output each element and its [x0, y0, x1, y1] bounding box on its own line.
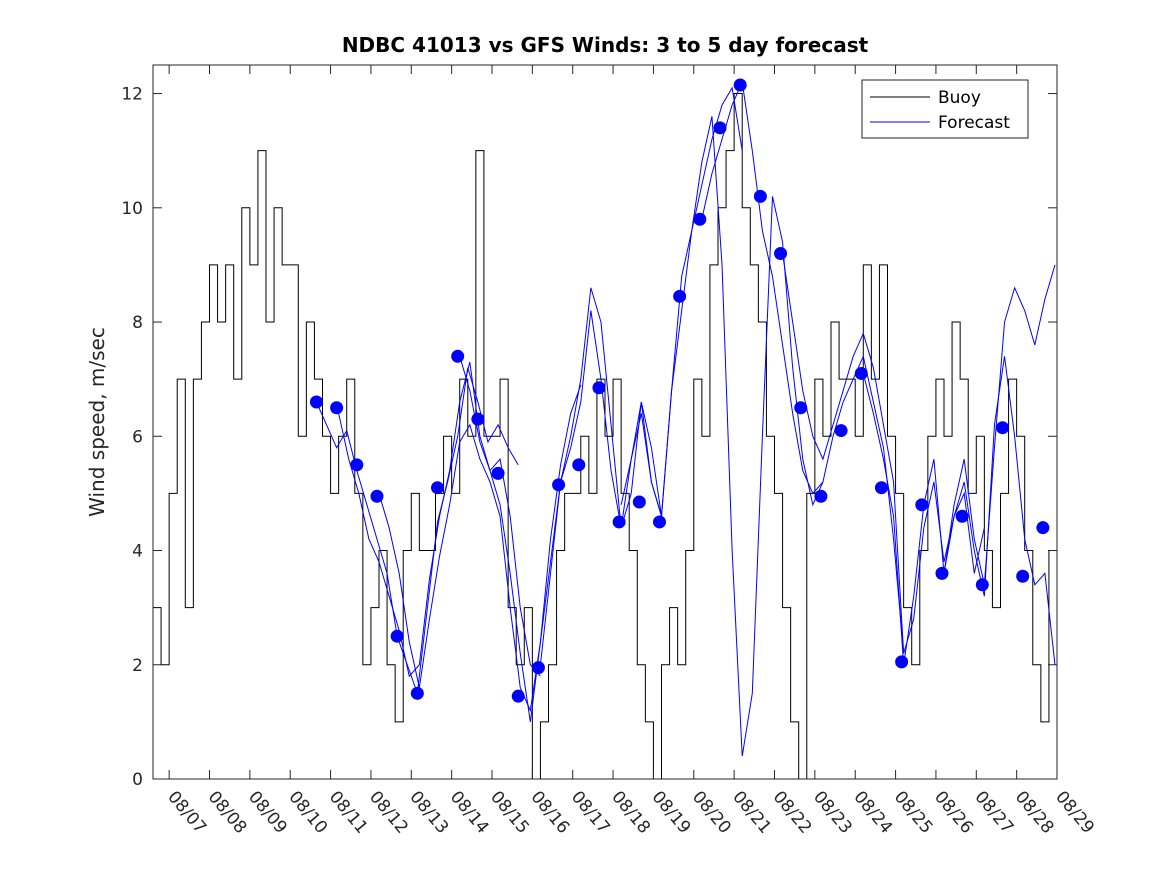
- forecast-marker: [592, 381, 606, 395]
- forecast-marker: [713, 121, 727, 135]
- forecast-marker: [794, 401, 808, 415]
- forecast-marker: [511, 689, 525, 703]
- x-tick-label: 08/18: [607, 787, 654, 837]
- forecast-marker: [410, 686, 424, 700]
- y-tick-label: 4: [132, 542, 143, 562]
- x-tick-label: 08/07: [163, 787, 210, 837]
- forecast-marker: [552, 478, 566, 492]
- forecast-marker: [996, 421, 1010, 435]
- x-tick-label: 08/12: [365, 787, 412, 837]
- forecast-marker: [874, 481, 888, 495]
- forecast-line: [862, 264, 1056, 665]
- forecast-marker: [350, 458, 364, 472]
- x-tick-label: 08/19: [648, 787, 695, 837]
- x-tick-label: 08/26: [930, 787, 977, 837]
- forecast-line: [378, 384, 582, 713]
- forecast-marker: [814, 489, 828, 503]
- forecast-marker: [572, 458, 586, 472]
- forecast-line: [943, 356, 1056, 665]
- forecast-marker: [431, 481, 445, 495]
- buoy-line: [153, 93, 1058, 780]
- x-tick-label: 08/13: [405, 787, 452, 837]
- x-tick-label: 08/29: [1051, 787, 1098, 837]
- forecast-marker: [330, 401, 344, 415]
- forecast-marker: [935, 566, 949, 580]
- x-tick-label: 08/09: [244, 787, 291, 837]
- forecast-marker: [673, 289, 687, 303]
- forecast-marker: [854, 366, 868, 380]
- forecast-line: [782, 253, 985, 654]
- x-tick-label: 08/23: [809, 787, 856, 837]
- x-tick-label: 08/25: [890, 787, 937, 837]
- legend-forecast-label: Forecast: [938, 113, 1010, 133]
- forecast-line: [701, 80, 905, 654]
- legend: Buoy Forecast: [861, 79, 1029, 139]
- legend-box: [861, 79, 1029, 139]
- x-tick-label: 08/28: [1011, 787, 1058, 837]
- forecast-marker: [309, 395, 323, 409]
- forecast-marker: [1036, 521, 1050, 535]
- forecast-marker: [632, 495, 646, 509]
- x-tick-label: 08/22: [769, 787, 816, 837]
- forecast-marker: [652, 515, 666, 529]
- forecast-marker: [390, 629, 404, 643]
- legend-buoy-label: Buoy: [938, 88, 981, 108]
- y-tick-label: 12: [121, 85, 143, 105]
- y-axis: 0 2 4 6 8 10 12: [121, 85, 1057, 790]
- forecast-marker: [774, 246, 788, 260]
- forecast-marker: [693, 212, 707, 226]
- forecast-marker: [733, 78, 747, 92]
- forecast-marker: [915, 498, 929, 512]
- forecast-marker: [895, 655, 909, 669]
- x-tick-label: 08/11: [325, 787, 372, 837]
- y-tick-label: 6: [132, 427, 143, 447]
- forecast-marker: [370, 489, 384, 503]
- forecast-marker: [471, 412, 485, 426]
- buoy-series: [153, 93, 1058, 780]
- y-tick-label: 10: [121, 199, 143, 219]
- x-tick-label: 08/20: [688, 787, 735, 837]
- y-axis-label: Wind speed, m/sec: [85, 327, 109, 517]
- forecast-line: [620, 116, 824, 757]
- forecast-marker: [975, 578, 989, 592]
- x-tick-label: 08/24: [849, 787, 896, 837]
- y-tick-label: 0: [132, 770, 143, 790]
- forecast-marker: [1016, 569, 1030, 583]
- forecast-marker: [612, 515, 626, 529]
- x-tick-label: 08/16: [527, 787, 574, 837]
- plot-frame: [152, 64, 1058, 780]
- chart-title: NDBC 41013 vs GFS Winds: 3 to 5 day fore…: [342, 33, 869, 57]
- y-tick-label: 8: [132, 313, 143, 333]
- y-tick-label: 2: [132, 656, 143, 676]
- forecast-line: [539, 86, 743, 665]
- forecast-marker: [491, 466, 505, 480]
- x-tick-label: 08/17: [567, 787, 614, 837]
- x-tick-label: 08/21: [728, 787, 775, 837]
- forecast-marker: [451, 349, 465, 363]
- forecast-markers: [309, 78, 1050, 703]
- forecast-marker: [753, 189, 767, 203]
- forecast-marker: [834, 424, 848, 438]
- x-tick-label: 08/15: [486, 787, 533, 837]
- forecast-marker: [531, 661, 545, 675]
- x-tick-label: 08/08: [204, 787, 251, 837]
- x-tick-label: 08/14: [446, 787, 493, 837]
- x-tick-label: 08/10: [284, 787, 331, 837]
- forecast-marker: [955, 509, 969, 523]
- x-tick-label: 08/27: [970, 787, 1017, 837]
- forecast-line: [338, 361, 541, 678]
